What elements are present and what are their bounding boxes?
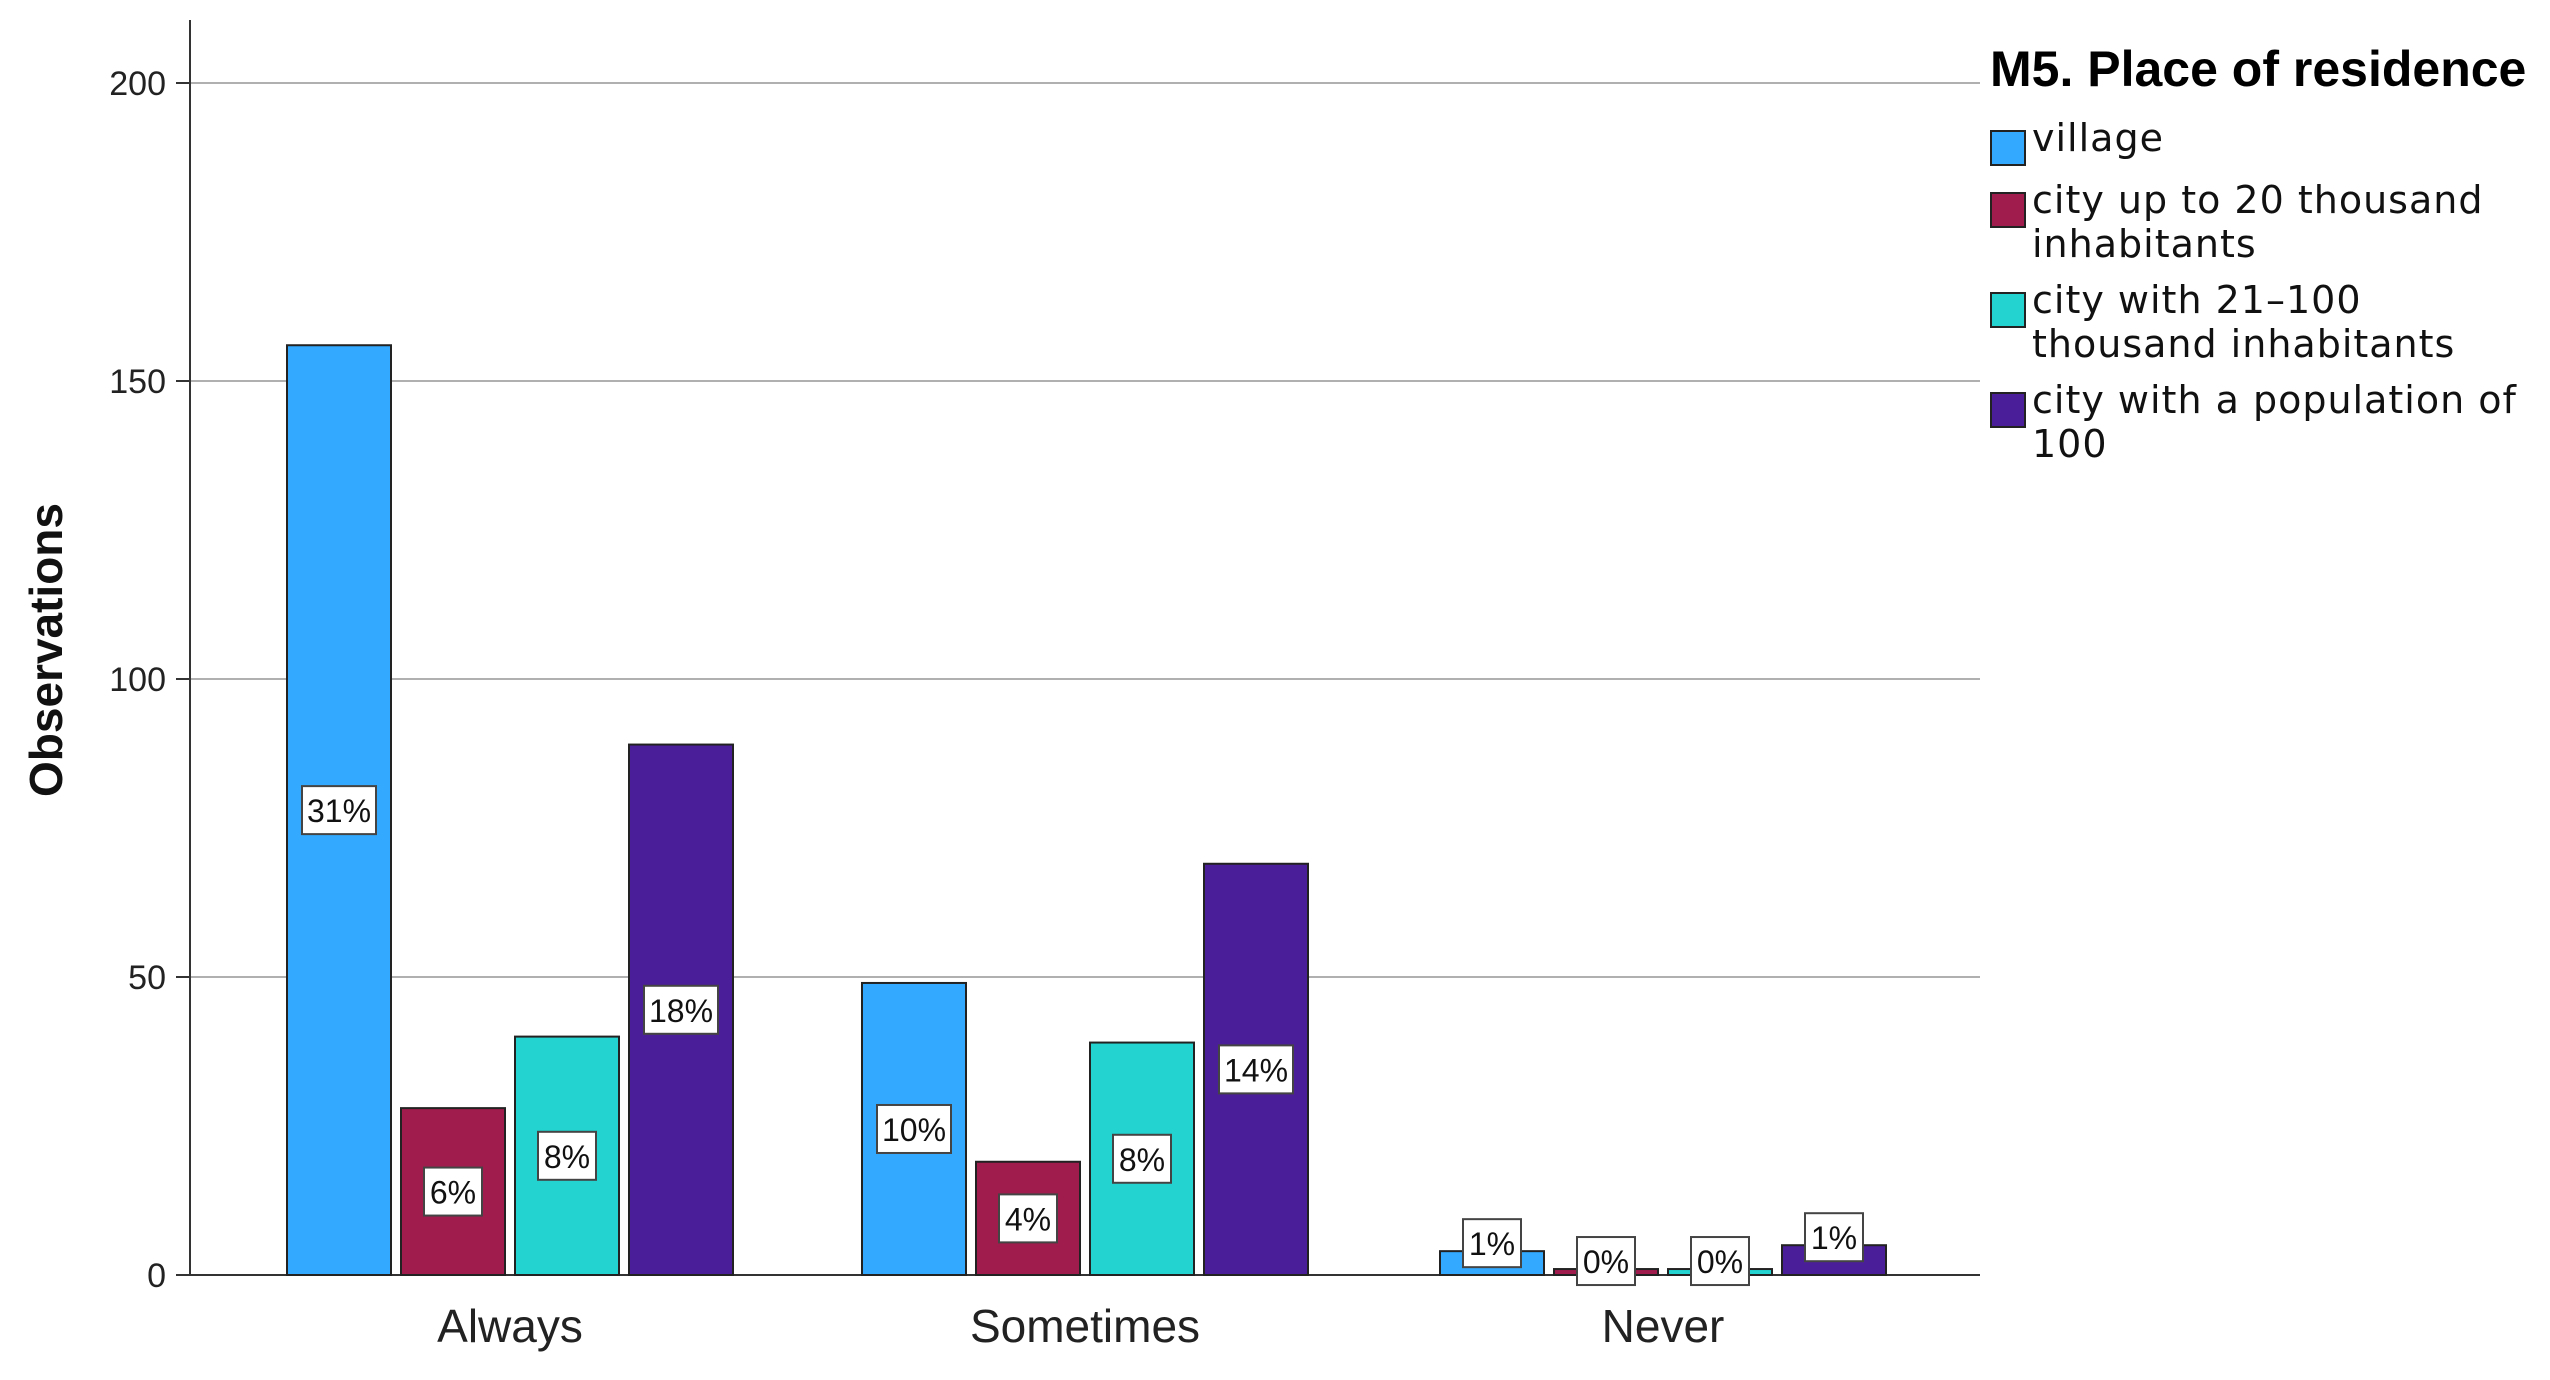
data-label-box-sometimes-3	[1112, 1133, 1172, 1184]
data-label-box-sometimes-2	[998, 1193, 1058, 1244]
data-label-never-4: 1%	[1811, 1220, 1857, 1256]
y-axis-title: Observations	[20, 503, 72, 797]
x-tick-label-never: Never	[1602, 1300, 1725, 1352]
y-tick-label-100: 100	[109, 661, 166, 699]
data-label-box-always-1	[301, 785, 377, 836]
data-label-box-always-2	[423, 1166, 483, 1217]
data-label-always-1: 31%	[307, 793, 371, 829]
legend-label-city-21-100k: city with 21–100 thousand inhabitants	[2032, 278, 2456, 366]
data-label-box-never-4	[1804, 1212, 1864, 1263]
data-label-sometimes-3: 8%	[1119, 1142, 1165, 1178]
data-label-box-always-4	[643, 984, 719, 1035]
y-tick-label-150: 150	[109, 363, 166, 401]
legend-label-city-up-to-20k: city up to 20 thousand inhabitants	[2032, 178, 2484, 266]
legend-item-village: village	[1990, 116, 2545, 166]
x-tick-label-sometimes: Sometimes	[970, 1300, 1200, 1352]
data-label-always-3: 8%	[544, 1139, 590, 1175]
legend-swatch-city-21-100k	[1990, 292, 2026, 328]
data-label-box-never-1	[1462, 1218, 1522, 1269]
legend-item-city-100: city with a population of 100	[1990, 378, 2545, 466]
data-label-always-4: 18%	[649, 993, 713, 1029]
data-label-never-3: 0%	[1697, 1244, 1743, 1280]
data-label-sometimes-4: 14%	[1224, 1052, 1288, 1088]
data-label-never-2: 0%	[1583, 1244, 1629, 1280]
y-tick-label-200: 200	[109, 65, 166, 103]
x-tick-label-always: Always	[437, 1300, 583, 1352]
data-label-box-sometimes-4	[1218, 1044, 1294, 1095]
legend: M5. Place of residence village city up t…	[1990, 40, 2545, 478]
legend-label-city-100: city with a population of 100	[2032, 378, 2517, 466]
y-tick-label-50: 50	[128, 959, 166, 997]
data-label-sometimes-1: 10%	[882, 1112, 946, 1148]
data-label-box-never-2	[1576, 1236, 1636, 1287]
data-label-box-always-3	[537, 1130, 597, 1181]
legend-item-city-21-100k: city with 21–100 thousand inhabitants	[1990, 278, 2545, 366]
legend-label-village: village	[2032, 116, 2164, 160]
data-label-never-1: 1%	[1469, 1226, 1515, 1262]
data-label-box-sometimes-1	[876, 1103, 952, 1154]
legend-title: M5. Place of residence	[1990, 41, 2527, 97]
data-label-sometimes-2: 4%	[1005, 1201, 1051, 1237]
y-tick-label-0: 0	[147, 1257, 166, 1295]
legend-item-city-up-to-20k: city up to 20 thousand inhabitants	[1990, 178, 2545, 266]
data-label-box-never-3	[1690, 1236, 1750, 1287]
legend-swatch-village	[1990, 130, 2026, 166]
legend-swatch-city-up-to-20k	[1990, 192, 2026, 228]
legend-swatch-city-100	[1990, 392, 2026, 428]
data-label-always-2: 6%	[430, 1175, 476, 1211]
